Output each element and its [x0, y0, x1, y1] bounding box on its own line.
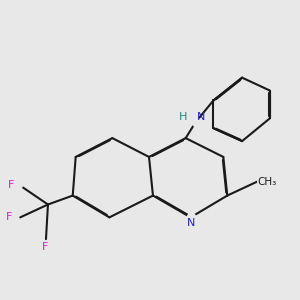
Text: F: F	[6, 212, 13, 222]
Text: F: F	[8, 180, 14, 190]
Text: CH₃: CH₃	[257, 177, 277, 187]
Text: F: F	[42, 242, 48, 252]
Text: H: H	[178, 112, 187, 122]
Text: N: N	[186, 218, 195, 228]
Text: N: N	[197, 112, 206, 122]
